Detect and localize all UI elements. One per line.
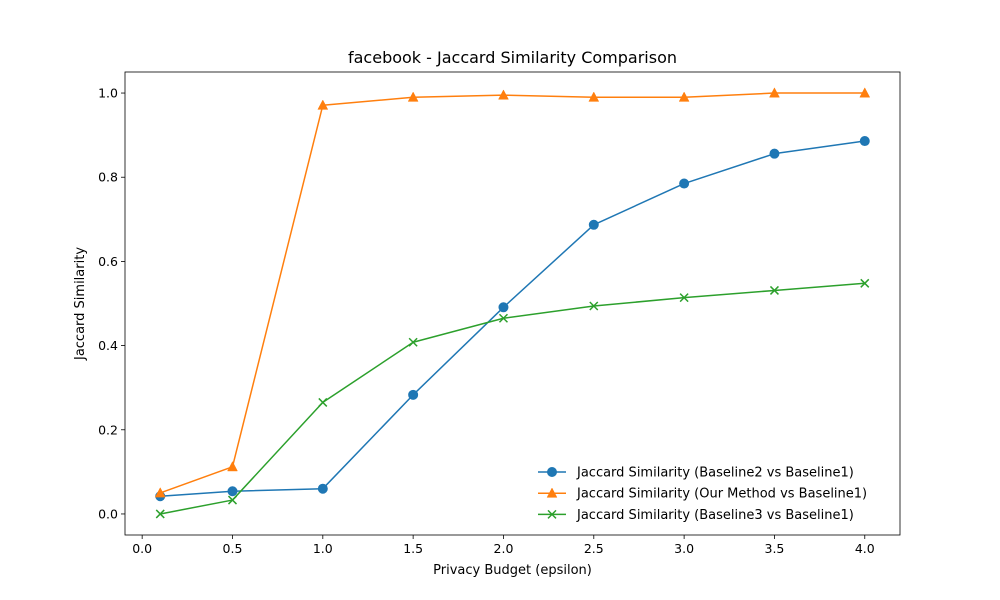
series-1-point-9 (859, 136, 870, 147)
y-tick-label-3: 0.4 (98, 338, 118, 353)
y-axis-label: Jaccard Similarity (73, 247, 88, 361)
y-tick-label-5: 0.8 (98, 170, 118, 185)
series-2-point-7 (678, 91, 690, 102)
y-tick-label-1: 0.0 (98, 506, 118, 521)
series-1-point-7 (679, 178, 690, 189)
legend-label-3: Jaccard Similarity (Baseline3 vs Baselin… (576, 508, 854, 523)
x-tick-label-7: 3.0 (674, 541, 694, 556)
series-3-point-7 (679, 293, 689, 303)
x-tick-label-2: 0.5 (223, 541, 243, 556)
x-tick-label-5: 2.0 (494, 541, 514, 556)
chart-title: facebook - Jaccard Similarity Comparison (348, 48, 677, 67)
legend: Jaccard Similarity (Baseline2 vs Baselin… (538, 466, 867, 523)
x-axis-label: Privacy Budget (epsilon) (433, 563, 592, 578)
x-tick-label-6: 2.5 (584, 541, 604, 556)
series-2-point-5 (498, 89, 509, 100)
series-2-point-6 (588, 91, 600, 102)
series-1-point-3 (317, 483, 328, 494)
plot-frame (124, 71, 901, 536)
x-tick-label-8: 3.5 (765, 541, 785, 556)
series-3-point-4 (408, 337, 418, 347)
series-1-point-4 (408, 389, 419, 400)
y-tick-label-2: 0.2 (98, 422, 118, 437)
y-tick-label-6: 1.0 (98, 86, 118, 101)
series-2-point-4 (407, 91, 419, 102)
series-1-point-5 (498, 302, 509, 313)
series-3-point-6 (589, 301, 599, 311)
series-1-point-8 (769, 148, 780, 159)
legend-label-1: Jaccard Similarity (Baseline2 vs Baselin… (576, 466, 854, 481)
legend-marker-3 (547, 509, 557, 519)
series-3-point-8 (769, 285, 779, 295)
series-2-point-9 (859, 87, 871, 98)
legend-label-2: Jaccard Similarity (Our Method vs Baseli… (576, 487, 867, 502)
x-tick-label-3: 1.0 (313, 541, 333, 556)
series-layer (154, 87, 871, 519)
series-2-point-3 (317, 99, 329, 110)
x-tick-label-4: 1.5 (403, 541, 423, 556)
series-3 (155, 278, 870, 519)
series-3-point-3 (318, 397, 328, 407)
series-2-point-8 (769, 87, 780, 98)
x-tick-label-9: 4.0 (855, 541, 875, 556)
series-3-point-9 (860, 278, 870, 288)
axes: 0.0 0.5 1.0 1.5 2.0 2.5 3.0 3.5 4.0 0.0 0.2 0.4 0.6 0… (98, 71, 901, 556)
series-2 (154, 87, 871, 498)
plot-area (125, 72, 900, 535)
series-3-point-2 (227, 495, 238, 505)
series-2-point-1 (154, 487, 166, 498)
x-tick-label-1: 0.0 (132, 541, 152, 556)
series-2-point-2 (227, 461, 238, 472)
series-1-point-2 (227, 486, 238, 497)
legend-item-1: Jaccard Similarity (Baseline2 vs Baselin… (538, 466, 854, 481)
series-3-point-1 (155, 509, 165, 519)
legend-item-2: Jaccard Similarity (Our Method vs Baseli… (538, 487, 867, 502)
y-tick-label-4: 0.6 (98, 254, 118, 269)
series-1-point-6 (588, 219, 599, 230)
series-3-point-5 (498, 313, 508, 323)
series-1 (155, 136, 870, 502)
legend-marker-2 (546, 487, 558, 498)
legend-marker-1 (547, 467, 557, 477)
legend-item-3: Jaccard Similarity (Baseline3 vs Baselin… (538, 508, 854, 523)
